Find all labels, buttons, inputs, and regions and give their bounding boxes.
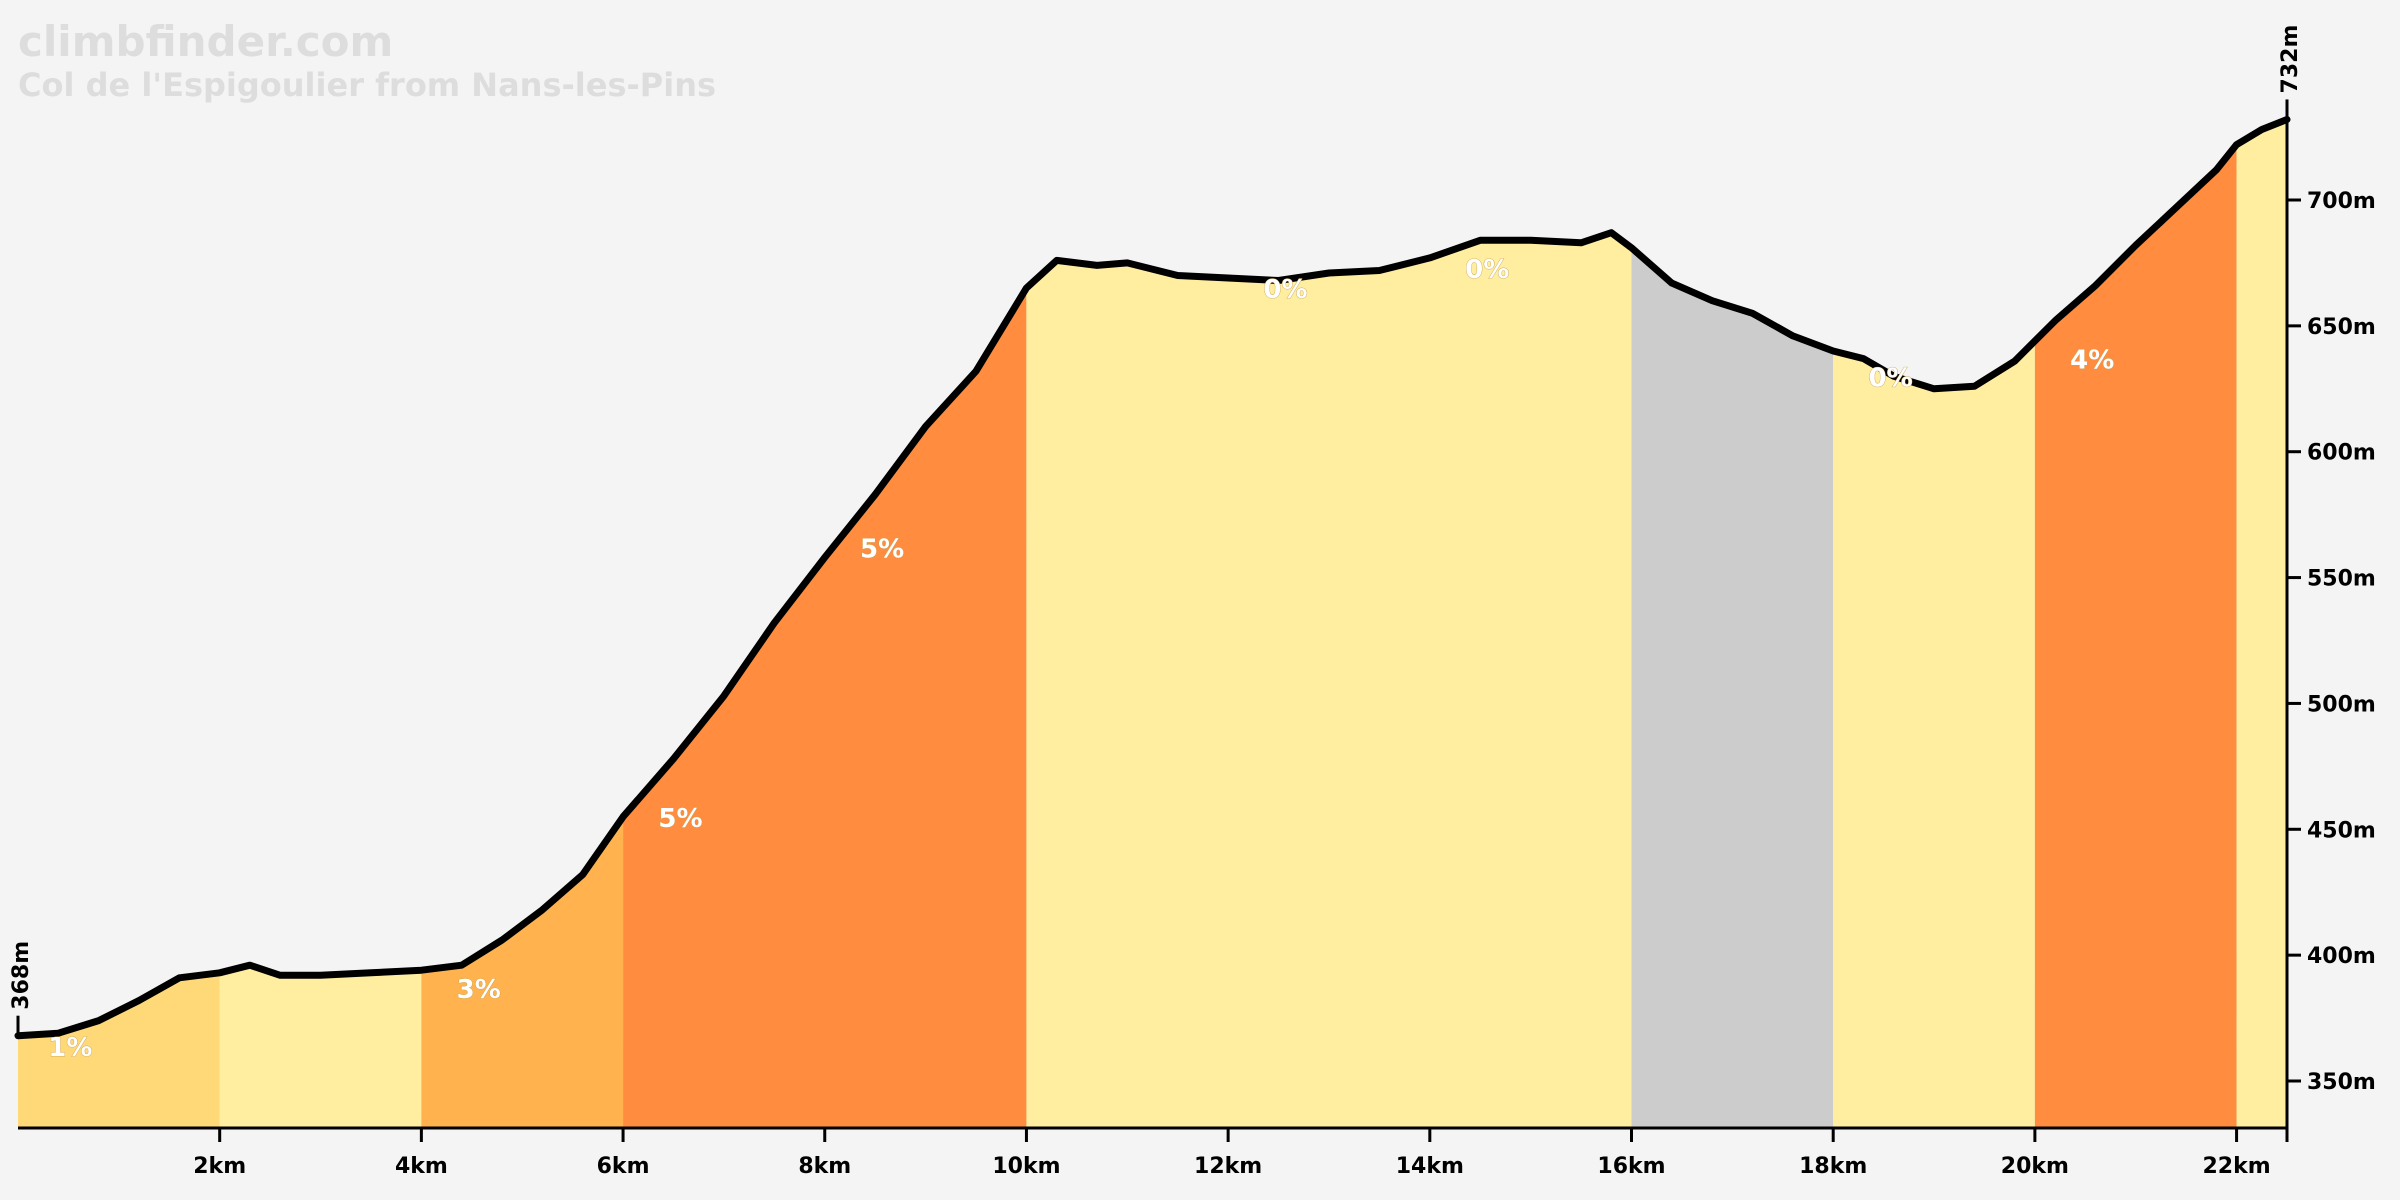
- y-tick-label-5: 600m: [2307, 441, 2376, 466]
- grade-label-4: 5%: [860, 534, 904, 564]
- grade-segment-10: [2236, 119, 2287, 1128]
- end-elevation-label: 732m: [2278, 25, 2303, 94]
- x-tick-label-9: 20km: [2001, 1154, 2069, 1179]
- start-elevation-label: 368m: [9, 941, 34, 1010]
- x-tick-label-1: 4km: [395, 1154, 448, 1179]
- grade-segment-8: [1833, 341, 2035, 1128]
- grade-segment-3: [623, 288, 1027, 1129]
- grade-label-8: 0%: [1868, 363, 1912, 393]
- axes: 2km 4km 6km 8km 10km 12km 14km 16km 18km 20km 22km…: [9, 25, 2376, 1179]
- grade-label-0: 1%: [48, 1033, 92, 1063]
- grade-segment-7: [1631, 247, 1834, 1129]
- x-tick-label-5: 12km: [1194, 1154, 1262, 1179]
- grade-segment-1: [219, 965, 422, 1128]
- grade-labels: 1% 3% 5% 5% 0% 0% 0% 4%: [48, 255, 2115, 1064]
- grade-segment-2: [421, 816, 624, 1128]
- x-tick-label-10: 22km: [2202, 1154, 2270, 1179]
- chart-title: Col de l'Espigoulier from Nans-les-Pins: [18, 66, 716, 104]
- y-tick-label-3: 500m: [2307, 692, 2376, 717]
- y-tick-label-7: 700m: [2307, 189, 2376, 214]
- x-tick-label-2: 6km: [597, 1154, 650, 1179]
- y-tick-label-1: 400m: [2307, 944, 2376, 969]
- grade-segment-9: [2034, 144, 2237, 1129]
- grade-segment-5: [1026, 232, 1632, 1128]
- elevation-profile-line: [14, 116, 2291, 1040]
- grade-label-5: 0%: [1263, 275, 1307, 305]
- x-tick-label-3: 8km: [798, 1154, 851, 1179]
- grade-segments: [18, 119, 2287, 1129]
- x-tick-label-6: 14km: [1396, 1154, 1464, 1179]
- x-tick-label-8: 18km: [1799, 1154, 1867, 1179]
- y-tick-label-2: 450m: [2307, 818, 2376, 843]
- x-tick-label-7: 16km: [1597, 1154, 1665, 1179]
- grade-segment-0: [18, 972, 220, 1128]
- x-tick-label-0: 2km: [193, 1154, 246, 1179]
- grade-label-2: 3%: [457, 975, 501, 1005]
- y-tick-label-0: 350m: [2307, 1070, 2376, 1095]
- y-tick-label-4: 550m: [2307, 567, 2376, 592]
- y-tick-label-6: 650m: [2307, 315, 2376, 340]
- grade-label-6: 0%: [1465, 255, 1509, 285]
- profile-line-group: [14, 116, 2291, 1040]
- grade-label-9: 4%: [2070, 346, 2114, 376]
- grade-label-3: 5%: [658, 804, 702, 834]
- x-tick-label-4: 10km: [992, 1154, 1060, 1179]
- site-logo-text: climbfinder.com: [18, 17, 393, 66]
